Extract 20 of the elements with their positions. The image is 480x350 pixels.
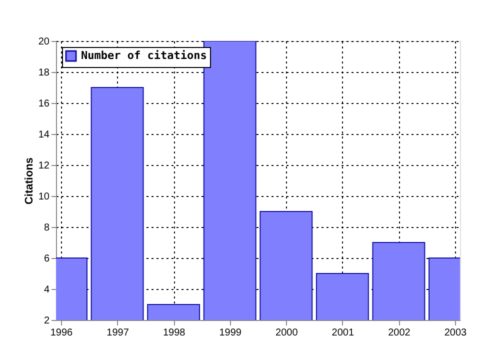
legend-label: Number of citations [81,49,207,62]
y-tick-label: 8 [44,222,50,234]
y-tick-label: 20 [38,36,50,48]
x-tick-label: 2002 [388,328,411,338]
x-tick-label: 1998 [162,328,186,338]
x-tick-label: 1997 [106,328,130,338]
y-tick-label: 18 [38,68,50,78]
y-tick-label: 12 [38,160,50,172]
y-axis-title: Citations [23,157,36,205]
y-tick-label: 10 [38,192,50,202]
x-tick-label: 2003 [444,328,468,338]
x-tick-label: 2001 [332,328,354,338]
y-tick-label: 6 [44,254,50,264]
y-tick-label: 16 [38,98,50,110]
y-tick-label: 2 [44,316,50,326]
x-tick-label: 1996 [50,328,74,338]
y-tick-label: 14 [38,130,50,140]
x-tick-label: 1999 [219,328,242,338]
x-tick-label: 2000 [276,328,298,338]
y-tick-label: 4 [44,284,50,296]
